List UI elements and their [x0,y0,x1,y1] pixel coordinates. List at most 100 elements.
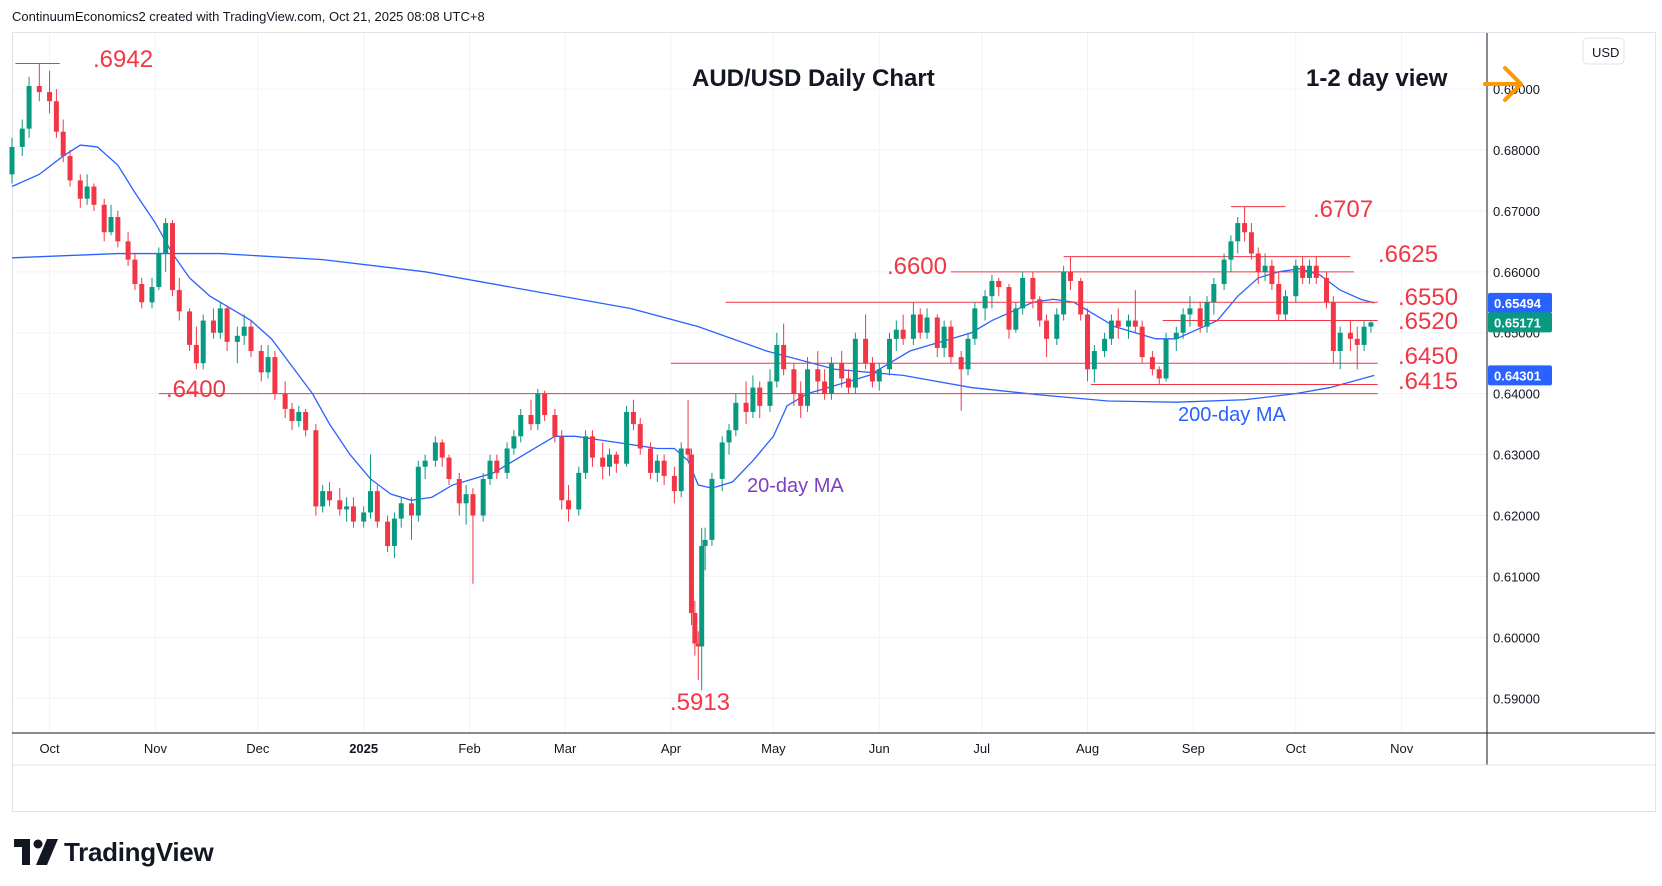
y-tick-label: 0.60000 [1493,630,1540,645]
candle [374,485,380,528]
candlesticks [9,63,1374,691]
level-label-6550: .6550 [1398,284,1458,311]
candle [439,439,445,467]
x-tick-label: Mar [554,741,577,756]
candle-body [26,86,32,129]
candle [1330,296,1336,364]
candle [695,631,701,680]
candle-body [422,460,428,467]
candle [1163,332,1169,382]
candle [350,497,356,528]
candle-body [1020,277,1026,309]
candle-body [187,311,193,345]
candle [863,314,869,370]
axes: 0.690000.680000.670000.660000.650000.640… [12,33,1655,766]
candle [368,454,374,519]
candle-body [224,308,230,342]
chart-title: AUD/USD Daily Chart [692,65,935,92]
candle [139,277,145,309]
candle-body [1173,332,1179,339]
candle-body [699,545,705,647]
candle-body [647,448,653,473]
ma200-label: 200-day MA [1178,404,1286,426]
candle [163,218,169,272]
candle-body [767,381,773,406]
candle [149,277,155,309]
candle-body [53,101,59,132]
grid [12,33,1487,733]
candle-body [303,411,309,431]
candle [699,527,705,691]
candle-body [296,411,302,422]
price-badge: 0.65494 [1488,292,1552,313]
candle-body [463,494,469,504]
candle [1006,284,1012,339]
candle-body [398,503,404,519]
ma20-label: 20-day MA [747,475,844,497]
candle-body [965,338,971,370]
candle [600,442,606,479]
candle [91,183,97,211]
candle-body [1156,369,1162,379]
candle [487,454,493,486]
candle [480,472,486,522]
candle-body [583,436,589,473]
level-label-6520: .6520 [1398,308,1458,335]
candle [1235,216,1241,254]
candle-body [480,478,486,516]
x-tick-label: Aug [1076,741,1099,756]
candle [613,451,619,473]
candle-body [36,86,42,93]
candle-body [958,357,964,370]
candle-body [1037,299,1043,321]
candle [607,448,613,476]
candle [910,302,916,345]
candle-body [91,186,97,205]
candle [1211,277,1217,315]
candle-body [1197,308,1203,327]
candle [84,174,90,205]
candle [258,344,264,382]
candle [876,363,882,391]
candle [327,481,333,507]
candle [750,375,756,419]
candle [1067,256,1073,291]
candle-body [1030,277,1036,300]
candle-body [1276,284,1282,315]
candle-body [368,491,374,513]
candle-body [996,280,1002,288]
candle-body [47,92,53,102]
candle [805,357,811,412]
level-label-6415: .6415 [1398,368,1458,395]
candle-body [193,344,199,364]
candle [422,454,428,479]
candle-body [1132,320,1138,327]
candle [282,381,288,419]
candle [671,466,677,504]
candle-body [743,402,749,412]
candle [791,363,797,406]
candle-body [624,411,630,464]
candle-body [1102,338,1108,352]
candle-body [1108,320,1114,339]
candle [248,320,254,358]
candle [624,405,630,467]
candle-body [408,503,414,516]
level-label-6942: .6942 [93,46,153,73]
candle-body [630,411,636,425]
tradingview-logo[interactable]: TradingView [14,836,214,868]
tradingview-logo-icon [14,839,58,865]
y-tick-label: 0.67000 [1493,204,1540,219]
candle [1085,308,1091,382]
candle-body [265,357,271,373]
candle [1293,259,1299,303]
candle-body [344,506,350,510]
candle [77,174,83,208]
level-label-6600: .6600 [887,253,947,280]
candle [934,314,940,358]
price-badge-text: 0.64301 [1494,368,1541,383]
support-resistance-levels [15,62,1378,395]
candle-body [791,369,797,394]
x-tick-label: Jul [973,741,990,756]
